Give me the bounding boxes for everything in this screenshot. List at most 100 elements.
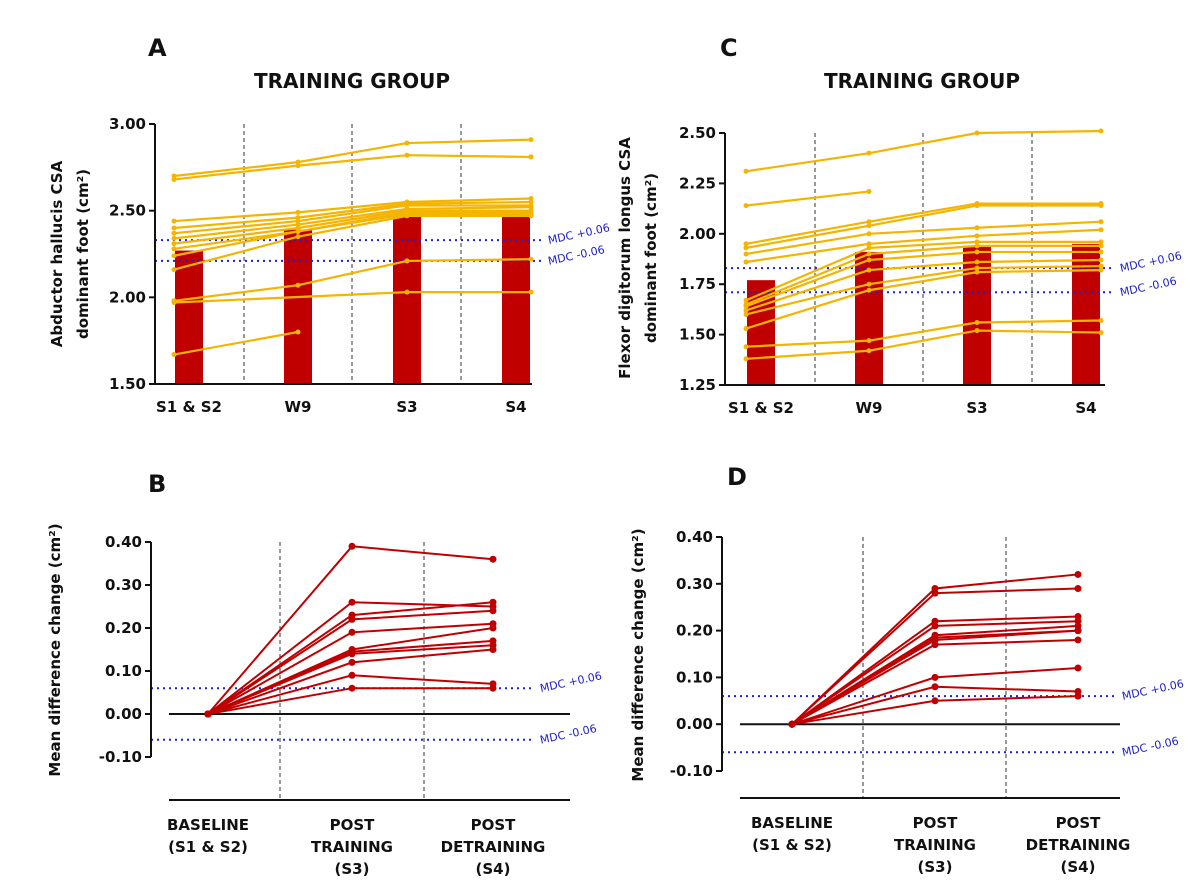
subject-point (931, 697, 939, 705)
subject-line (745, 220, 1102, 256)
subject-point (1074, 570, 1082, 578)
y-tick-label: -0.10 (99, 748, 142, 766)
y-axis-label: dominant foot (cm²) (74, 169, 92, 339)
x-tick-label: POST TRAINING (S3) (311, 816, 393, 878)
y-axis-label: Mean difference change (cm²) (629, 528, 647, 781)
subject-point (489, 684, 497, 692)
subject-point (528, 213, 534, 219)
y-tick-label: 2.25 (679, 174, 716, 192)
subject-point (866, 281, 872, 287)
subject-point (866, 188, 872, 194)
subject-point (489, 555, 497, 563)
subject-point (974, 130, 980, 136)
subject-point (171, 235, 177, 241)
panel-b: MDC +0.06 MDC -0.06 -0.10 0.00 0.10 0.20 0.30 0… (46, 523, 603, 878)
x-tick-label: POST TRAINING (S3) (894, 814, 976, 876)
y-tick-label: 1.75 (679, 275, 716, 293)
subject-point (1074, 584, 1082, 592)
subject-line (173, 197, 532, 223)
y-axis-label: dominant foot (cm²) (642, 173, 660, 343)
subject-point (404, 258, 410, 264)
subject-point (974, 225, 980, 231)
subject-point (743, 259, 749, 265)
subject-point (171, 225, 177, 231)
subject-point (171, 241, 177, 247)
x-tick-label: POST DETRAINING (S4) (441, 816, 546, 878)
subject-point (348, 671, 356, 679)
subject-line (745, 250, 1101, 308)
panel-letter-a: A (148, 34, 167, 62)
y-tick-label: 0.20 (676, 622, 713, 640)
subject-point (743, 241, 749, 247)
y-tick-label: 1.50 (679, 326, 716, 344)
bar (175, 250, 203, 384)
subject-line (745, 202, 1101, 245)
subject-line (207, 687, 493, 715)
y-tick-label: 0.10 (105, 662, 142, 680)
subject-point (931, 589, 939, 597)
subject-point (931, 622, 939, 630)
subject-point (348, 650, 356, 658)
subject-line (173, 209, 531, 245)
x-tick-label: W9 (285, 398, 312, 416)
y-tick-label: 0.00 (105, 705, 142, 723)
mdc-label: MDC -0.06 (1119, 274, 1178, 299)
subject-point (1098, 227, 1104, 233)
panel-c-title: TRAINING GROUP (824, 69, 1020, 93)
x-tick-label: S4 (505, 398, 526, 416)
subject-point (295, 218, 301, 224)
subject-point (404, 202, 410, 208)
subject-point (743, 297, 749, 303)
subject-line (173, 200, 532, 230)
mdc-label: MDC +0.06 (539, 669, 603, 695)
subject-point (295, 159, 301, 165)
subject-point (295, 282, 301, 288)
subject-point (743, 303, 749, 309)
subject-point (489, 646, 497, 653)
subject-point (1098, 317, 1104, 323)
subject-point (348, 628, 356, 636)
subject-point (171, 267, 177, 273)
mdc-label: MDC -0.06 (547, 243, 606, 268)
subject-point (931, 641, 939, 649)
y-tick-label: 2.00 (679, 225, 716, 243)
subject-point (171, 246, 177, 252)
subject-point (743, 311, 749, 317)
subject-point (295, 222, 301, 228)
y-tick-label: 0.00 (676, 715, 713, 733)
subject-point (866, 348, 872, 354)
subject-point (1098, 267, 1104, 273)
subject-line (173, 258, 532, 302)
subject-point (528, 204, 534, 210)
subject-point (1098, 128, 1104, 134)
x-tick-label: BASELINE (S1 & S2) (751, 814, 833, 854)
subject-line (745, 264, 1102, 316)
subject-point (1098, 249, 1104, 255)
subject-point (528, 137, 534, 143)
panel-a-title: TRAINING GROUP (254, 69, 450, 93)
subject-point (348, 615, 356, 623)
panel-d: MDC +0.06 MDC -0.06 -0.10 0.00 0.10 0.20 0.30 0… (629, 528, 1185, 876)
subject-point (295, 329, 301, 335)
subject-line (791, 638, 1079, 726)
subject-line (173, 330, 299, 356)
x-tick-label: S3 (966, 399, 987, 417)
y-tick-label: 1.25 (679, 376, 716, 394)
subject-point (404, 289, 410, 295)
subject-point (974, 233, 980, 239)
subject-point (171, 253, 177, 259)
y-axis-label: Flexor digitorum longus CSA (616, 137, 634, 379)
subject-point (489, 624, 497, 632)
subject-point (528, 256, 534, 262)
subject-line (173, 214, 531, 271)
subject-point (528, 199, 534, 205)
subject-line (207, 622, 494, 715)
y-tick-label: 1.50 (109, 375, 146, 393)
y-tick-label: -0.10 (670, 762, 713, 780)
subject-line (173, 204, 531, 235)
subject-line (173, 206, 532, 240)
subject-point (1074, 636, 1082, 644)
subject-line (745, 129, 1102, 173)
subject-point (171, 218, 177, 224)
subject-point (866, 267, 872, 273)
